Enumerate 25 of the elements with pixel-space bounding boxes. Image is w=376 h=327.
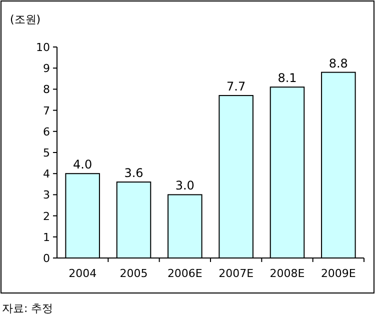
- text: 자료: 추정: [2, 302, 54, 315]
- y-tick-label: 0: [43, 252, 50, 265]
- data-label: 7.7: [226, 80, 246, 94]
- data-label: 8.1: [278, 71, 297, 86]
- y-axis-title: (조원): [10, 13, 41, 26]
- y-tick-label: 3: [43, 188, 50, 202]
- y-tick-label: 7: [43, 104, 50, 118]
- data-label: 3.6: [124, 166, 144, 180]
- x-tick-label: 2006E: [167, 267, 202, 280]
- y-tick-label: 8: [43, 83, 50, 96]
- y-tick-label: 10: [36, 41, 50, 54]
- y-tick-label: 9: [43, 62, 50, 76]
- y-tick-label: 5: [43, 146, 50, 160]
- x-tick-label: 2007E: [218, 267, 254, 280]
- y-tick-label: 2: [43, 210, 50, 223]
- x-tick-label: 2005: [120, 267, 148, 280]
- y-tick-label: 6: [43, 125, 50, 138]
- x-tick-label: 2009E: [320, 267, 356, 280]
- data-label: 8.8: [328, 56, 348, 70]
- data-label: 3.0: [175, 178, 194, 193]
- y-tick-label: 1: [43, 230, 50, 244]
- x-tick-label: 2004: [68, 267, 97, 280]
- x-tick-label: 2008E: [270, 267, 305, 280]
- data-label: 4.0: [73, 158, 92, 172]
- y-tick-label: 4: [43, 168, 50, 181]
